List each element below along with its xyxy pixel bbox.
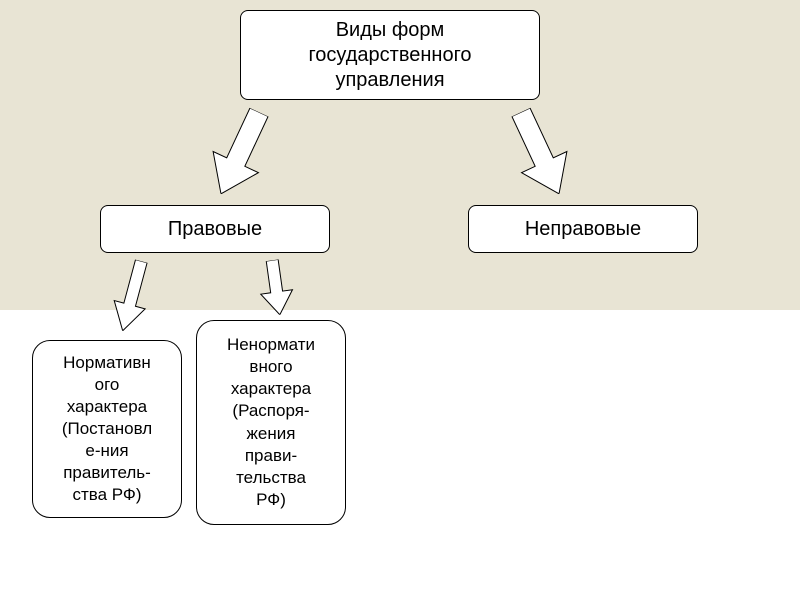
root-line2: государственного: [308, 43, 471, 68]
leaf1-line4: (Постановл: [62, 418, 152, 440]
leaf1-line6: правитель-: [62, 462, 152, 484]
leaf2-line5: жения: [227, 423, 315, 445]
arrow-root-to-right: [494, 100, 586, 207]
leaf2-line7: тельства: [227, 467, 315, 489]
root-node: Виды форм государственного управления: [240, 10, 540, 100]
right-node: Неправовые: [468, 205, 698, 253]
leaf1-line2: ого: [62, 374, 152, 396]
left-label: Правовые: [168, 218, 262, 241]
arrow-root-to-left: [194, 100, 286, 207]
left-node: Правовые: [100, 205, 330, 253]
leaf2-line4: (Распоря-: [227, 400, 315, 422]
leaf2-node: Ненормати вного характера (Распоря- жени…: [196, 320, 346, 525]
leaf1-node: Нормативн ого характера (Постановл е-ния…: [32, 340, 182, 518]
leaf2-line8: РФ): [227, 489, 315, 511]
leaf2-line3: характера: [227, 378, 315, 400]
leaf1-line7: ства РФ): [62, 484, 152, 506]
root-line1: Виды форм: [308, 18, 471, 43]
leaf2-line1: Ненормати: [227, 334, 315, 356]
leaf2-line6: прави-: [227, 445, 315, 467]
leaf1-line1: Нормативн: [62, 352, 152, 374]
right-label: Неправовые: [525, 218, 641, 241]
arrow-left-to-leaf2: [252, 257, 299, 317]
leaf1-line5: е-ния: [62, 440, 152, 462]
root-line3: управления: [308, 68, 471, 93]
leaf2-line2: вного: [227, 356, 315, 378]
leaf1-line3: характера: [62, 396, 152, 418]
